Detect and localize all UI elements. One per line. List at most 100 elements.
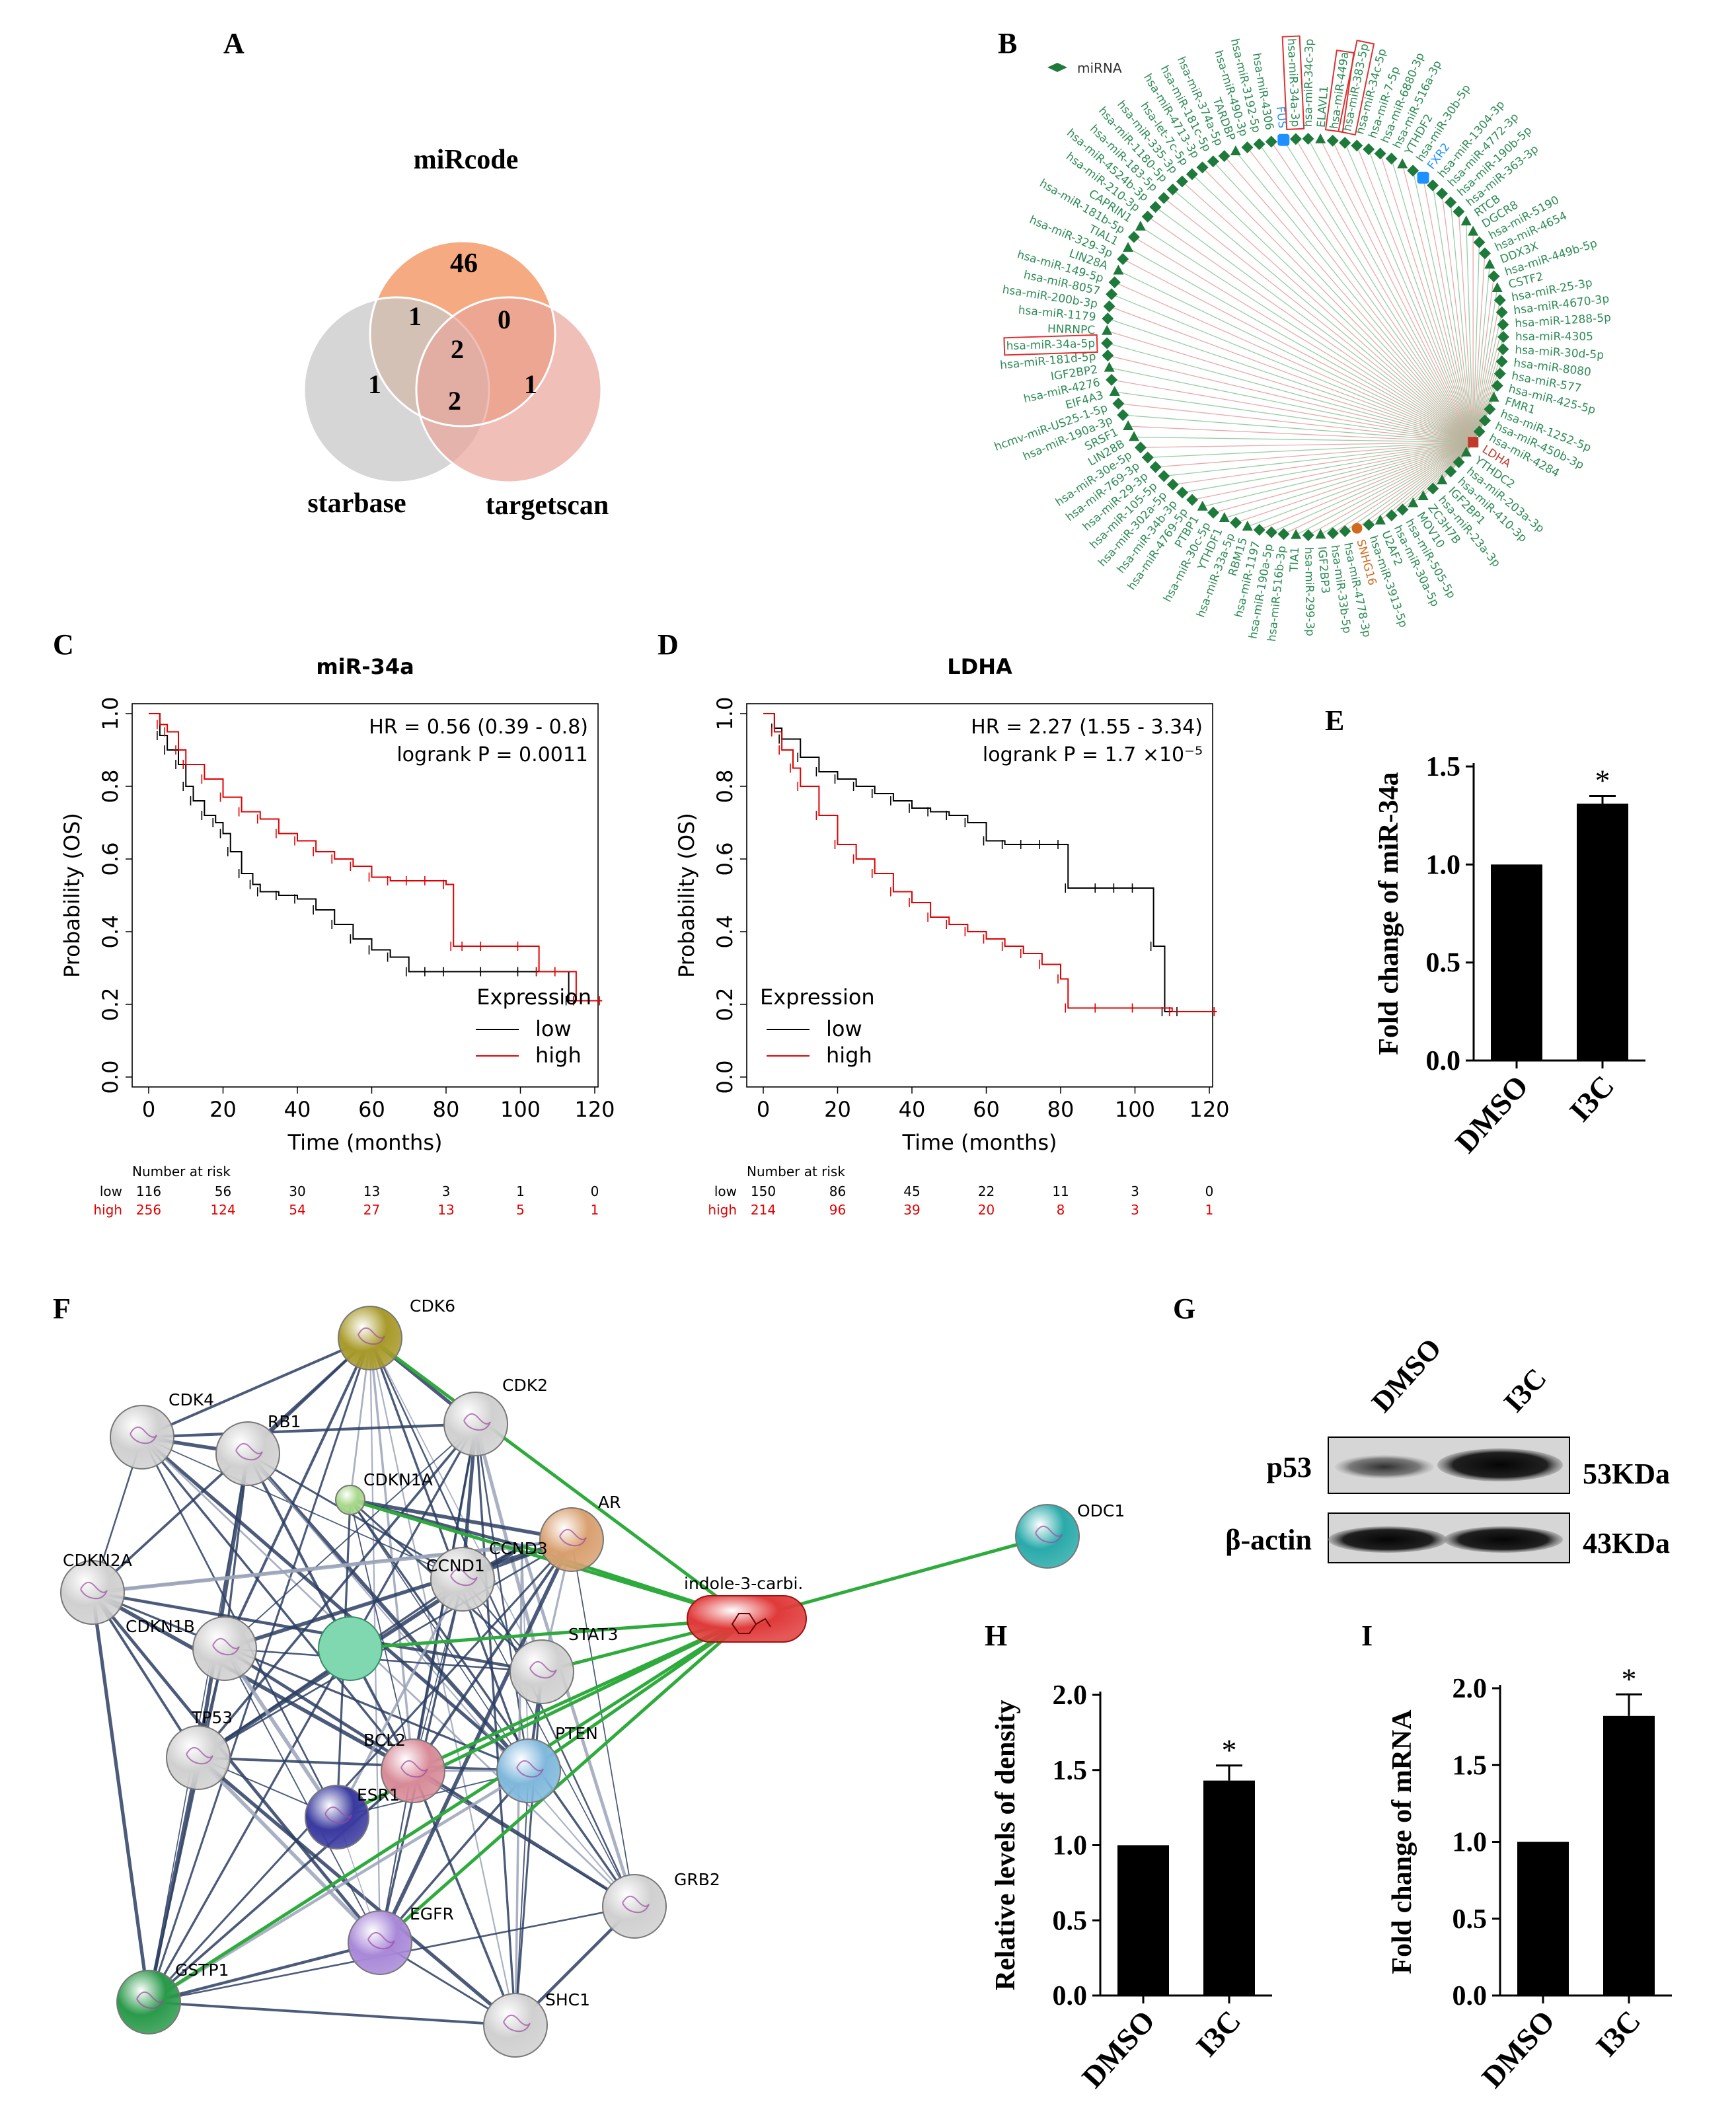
risk-value: 30 bbox=[289, 1183, 305, 1199]
network-edge bbox=[1356, 145, 1474, 443]
mirna-node-diamond bbox=[1265, 135, 1277, 148]
mirna-node-diamond bbox=[1265, 526, 1278, 539]
x-axis-label: Time (months) bbox=[902, 1130, 1057, 1155]
risk-value: 124 bbox=[210, 1202, 235, 1218]
x-axis-label: Time (months) bbox=[287, 1130, 443, 1155]
x-tick-label: 80 bbox=[433, 1097, 460, 1122]
bar-i3c bbox=[1577, 803, 1628, 1061]
protein-node-marker bbox=[1460, 215, 1472, 226]
mirna-node-diamond bbox=[1493, 367, 1506, 380]
highlight-box bbox=[1003, 334, 1098, 356]
string-node: CCND1 bbox=[426, 1547, 495, 1612]
string-node-label: STAT3 bbox=[568, 1625, 619, 1644]
mirna-node-diamond bbox=[1112, 397, 1125, 410]
network-edge bbox=[1402, 164, 1474, 443]
string-node: CDKN2A bbox=[60, 1551, 132, 1625]
bar-i3c bbox=[1203, 1780, 1255, 1996]
x-tick-label: 100 bbox=[500, 1097, 541, 1122]
mirna-node-diamond bbox=[1445, 196, 1457, 209]
highlight-box bbox=[1324, 50, 1355, 133]
protein-node-marker bbox=[1230, 145, 1241, 156]
y-tick-label: 1.0 bbox=[1053, 1831, 1088, 1861]
network-edge bbox=[1109, 367, 1474, 443]
network-edge bbox=[1133, 237, 1474, 443]
y-tick-label: 0.0 bbox=[1053, 1981, 1088, 2011]
y-tick-label: 0.8 bbox=[712, 770, 737, 803]
protein-node-marker bbox=[1291, 529, 1302, 539]
protein-structure-icon bbox=[516, 1760, 544, 1778]
protein-node-marker bbox=[1104, 361, 1115, 372]
mirna-node-diamond bbox=[1478, 247, 1491, 260]
protein-structure-icon bbox=[529, 1661, 557, 1679]
km-curve-high bbox=[149, 713, 603, 1002]
protein-interaction-edge bbox=[92, 1538, 572, 1594]
panel-label-a: A bbox=[223, 27, 245, 59]
protein-interaction-edge bbox=[350, 1498, 572, 1542]
molecule-structure-icon bbox=[731, 1613, 771, 1634]
venn-count-mircode-starbase: 1 bbox=[408, 301, 422, 331]
protein-interaction-edge bbox=[224, 1648, 381, 1943]
panel-label-h: H bbox=[985, 1620, 1007, 1652]
network-edge bbox=[1111, 293, 1474, 443]
blot-size-actin: 43KDa bbox=[1583, 1527, 1670, 1559]
network-node-label: HNRNPC bbox=[1047, 322, 1096, 337]
network-edge bbox=[1432, 185, 1474, 443]
string-node: ODC1 bbox=[1015, 1501, 1125, 1569]
network-node-label: hsa-miR-299-3p bbox=[1302, 547, 1316, 636]
highlight-box bbox=[1281, 35, 1305, 131]
panel-label-i: I bbox=[1361, 1620, 1373, 1652]
network-edge bbox=[1191, 174, 1474, 443]
network-edge bbox=[1134, 436, 1474, 443]
blot-band-p53-i3c bbox=[1437, 1448, 1563, 1481]
mirna-node-diamond bbox=[1186, 168, 1198, 180]
network-node-label: hsa-miR-34c-3p bbox=[1302, 38, 1316, 127]
hazard-ratio-text: logrank P = 1.7 ×10⁻⁵ bbox=[983, 743, 1203, 766]
mirna-node-diamond bbox=[1302, 133, 1314, 145]
network-node: FUS bbox=[1273, 106, 1290, 146]
string-node-label: EGFR bbox=[410, 1904, 454, 1923]
protein-interaction-edge bbox=[147, 1538, 573, 2003]
network-node-label: ELAVL1 bbox=[1315, 85, 1332, 128]
risk-value: 96 bbox=[829, 1202, 846, 1218]
risk-value: 0 bbox=[591, 1183, 599, 1199]
network-edge bbox=[1122, 258, 1474, 443]
mirna-node-diamond bbox=[1253, 523, 1265, 536]
risk-value: 1 bbox=[591, 1202, 599, 1218]
protein-interaction-edge bbox=[141, 1437, 635, 1907]
legend-label-high: high bbox=[535, 1043, 582, 1068]
y-axis-label: Probability (OS) bbox=[59, 813, 85, 978]
protein-interaction-edge bbox=[336, 1579, 464, 1818]
protein-interaction-edge bbox=[141, 1436, 530, 1772]
protein-interaction-edge bbox=[197, 1423, 477, 1759]
network-edge bbox=[1247, 147, 1474, 443]
blot-band-p53-dmso bbox=[1335, 1455, 1434, 1479]
protein-node-sphere bbox=[338, 1306, 402, 1370]
network-edge bbox=[1235, 441, 1474, 523]
protein-interaction-edge bbox=[379, 1770, 530, 1944]
y-tick-label: 1.0 bbox=[1453, 1828, 1488, 1858]
network-edge bbox=[1106, 330, 1474, 443]
protein-interaction-edge bbox=[198, 1756, 529, 1772]
y-tick-label: 0.6 bbox=[712, 842, 737, 876]
protein-structure-icon bbox=[235, 1443, 263, 1461]
network-edge bbox=[1368, 149, 1474, 443]
protein-node-marker bbox=[1123, 242, 1134, 252]
legend-label-high: high bbox=[826, 1043, 872, 1068]
string-network: CDK6 CDK4 RB1 CDK2 CDKN1A AR CCND3 CDKN2A CCND1 C… bbox=[60, 1296, 1125, 2058]
km-curve-low bbox=[763, 713, 1217, 1012]
risk-value: 22 bbox=[978, 1183, 995, 1199]
bar-dmso bbox=[1117, 1845, 1169, 1996]
network-edge bbox=[1412, 170, 1474, 443]
protein-interaction-edge bbox=[91, 1590, 414, 1773]
protein-interaction-edge bbox=[148, 1941, 381, 2004]
network-node-label: hsa-miR-4305 bbox=[1515, 330, 1593, 344]
protein-structure-icon bbox=[324, 1807, 352, 1824]
mirna-node-diamond bbox=[1339, 137, 1351, 149]
network-edge bbox=[1380, 441, 1474, 521]
risk-row-label: low bbox=[714, 1183, 737, 1199]
protein-interaction-edge bbox=[196, 1756, 382, 1944]
string-node-label: CDK4 bbox=[169, 1390, 214, 1409]
network-edge bbox=[1472, 349, 1504, 443]
mirna-node-diamond bbox=[1127, 231, 1140, 243]
legend-title: Expression bbox=[476, 985, 591, 1010]
